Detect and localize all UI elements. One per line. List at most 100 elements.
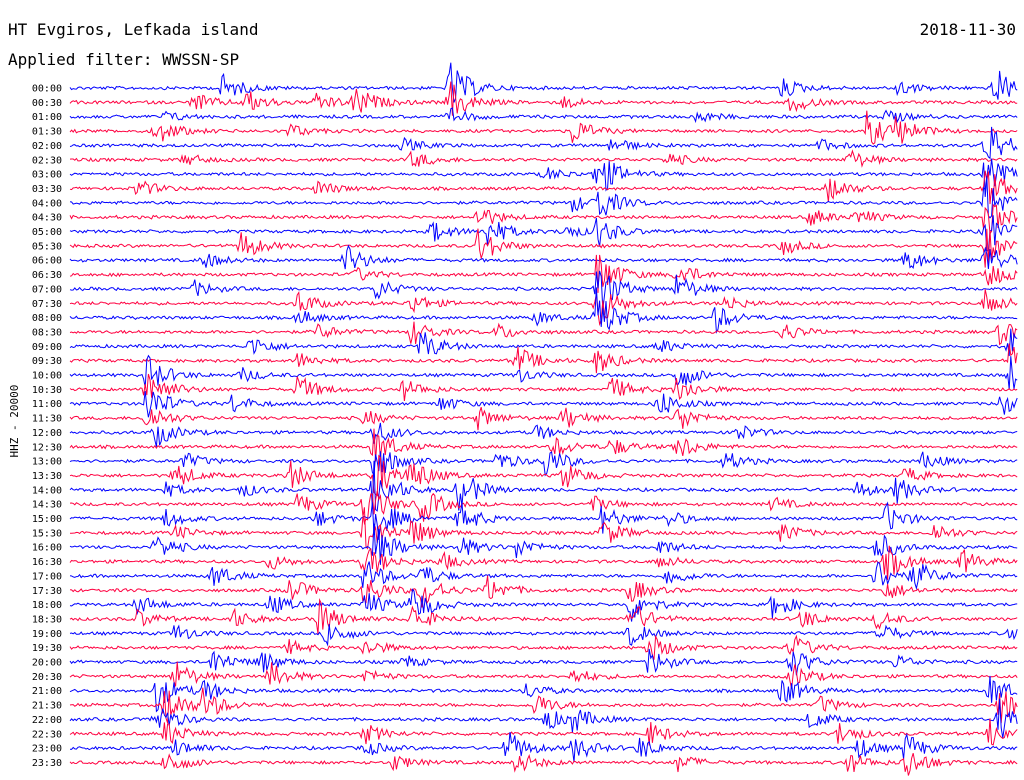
trace-0600 — [69, 244, 1018, 270]
time-label-1630: 16:30 — [32, 557, 62, 568]
time-label-0300: 03:00 — [32, 170, 62, 181]
trace-0900 — [69, 328, 1018, 357]
trace-1330 — [69, 454, 1018, 497]
time-label-0400: 04:00 — [32, 198, 62, 209]
trace-2300 — [69, 732, 1018, 763]
trace-0700 — [69, 270, 1018, 310]
trace-2130 — [69, 687, 1018, 724]
time-label-1200: 12:00 — [32, 428, 62, 439]
time-label-0600: 06:00 — [32, 256, 62, 267]
time-label-1730: 17:30 — [32, 586, 62, 597]
trace-1700 — [69, 561, 1018, 591]
time-label-1430: 14:30 — [32, 500, 62, 511]
time-label-0030: 00:30 — [32, 98, 62, 109]
time-label-1800: 18:00 — [32, 600, 62, 611]
time-label-0530: 05:30 — [32, 241, 62, 252]
trace-0300 — [69, 158, 1018, 197]
time-label-1030: 10:30 — [32, 385, 62, 396]
trace-2230 — [69, 718, 1018, 746]
station-title: HT Evgiros, Lefkada island — [8, 20, 259, 39]
trace-0630 — [69, 254, 1018, 293]
filter-label: Applied filter: WWSSN-SP — [8, 50, 240, 69]
trace-1730 — [69, 575, 1018, 608]
trace-1600 — [69, 523, 1018, 565]
trace-1900 — [69, 623, 1018, 647]
time-label-1000: 10:00 — [32, 371, 62, 382]
trace-0430 — [69, 203, 1018, 236]
time-label-0200: 02:00 — [32, 141, 62, 152]
trace-0030 — [69, 81, 1018, 116]
trace-2030 — [69, 661, 1018, 690]
trace-1000 — [69, 354, 1018, 390]
time-label-0930: 09:30 — [32, 356, 62, 367]
time-label-2200: 22:00 — [32, 715, 62, 726]
time-label-2330: 23:30 — [32, 758, 62, 769]
time-label-2130: 21:30 — [32, 701, 62, 712]
time-label-2030: 20:30 — [32, 672, 62, 683]
trace-1300 — [69, 451, 1018, 477]
time-label-1530: 15:30 — [32, 528, 62, 539]
trace-1530 — [69, 507, 1018, 550]
trace-1100 — [69, 390, 1018, 418]
trace-0530 — [69, 228, 1018, 268]
time-label-0430: 04:30 — [32, 213, 62, 224]
trace-0830 — [69, 321, 1018, 346]
trace-1830 — [69, 597, 1018, 635]
trace-1200 — [69, 422, 1018, 447]
time-label-2230: 22:30 — [32, 729, 62, 740]
time-label-0630: 06:30 — [32, 270, 62, 281]
time-label-1600: 16:00 — [32, 543, 62, 554]
time-label-1100: 11:00 — [32, 399, 62, 410]
trace-0000 — [69, 62, 1018, 103]
time-label-0330: 03:30 — [32, 184, 62, 195]
trace-0200 — [69, 126, 1018, 160]
time-label-1330: 13:30 — [32, 471, 62, 482]
trace-1030 — [69, 373, 1018, 402]
time-label-1130: 11:30 — [32, 414, 62, 425]
trace-1500 — [69, 501, 1018, 541]
trace-2000 — [69, 648, 1018, 676]
trace-1930 — [69, 634, 1018, 660]
trace-1630 — [69, 545, 1018, 581]
trace-1230 — [69, 428, 1018, 462]
trace-0400 — [69, 175, 1018, 219]
time-label-0100: 01:00 — [32, 112, 62, 123]
trace-0800 — [69, 287, 1018, 334]
trace-0930 — [69, 343, 1018, 374]
trace-0330 — [69, 170, 1018, 205]
time-label-2300: 23:00 — [32, 744, 62, 755]
time-label-2100: 21:00 — [32, 686, 62, 697]
time-label-1930: 19:30 — [32, 643, 62, 654]
time-label-1300: 13:00 — [32, 457, 62, 468]
time-label-1400: 14:00 — [32, 485, 62, 496]
trace-2100 — [69, 675, 1018, 713]
trace-0500 — [69, 215, 1018, 252]
time-label-1230: 12:30 — [32, 442, 62, 453]
time-label-1830: 18:30 — [32, 614, 62, 625]
time-label-1500: 15:00 — [32, 514, 62, 525]
time-label-0230: 02:30 — [32, 155, 62, 166]
trace-0130 — [69, 110, 1018, 145]
trace-1430 — [69, 490, 1018, 525]
time-label-0000: 00:00 — [32, 84, 62, 95]
trace-2200 — [69, 698, 1018, 739]
trace-0100 — [69, 107, 1018, 124]
time-label-0700: 07:00 — [32, 284, 62, 295]
trace-1130 — [69, 407, 1018, 431]
time-label-0800: 08:00 — [32, 313, 62, 324]
trace-1800 — [69, 588, 1018, 622]
time-label-0900: 09:00 — [32, 342, 62, 353]
trace-2330 — [69, 753, 1018, 776]
trace-0730 — [69, 289, 1018, 327]
time-label-0130: 01:30 — [32, 127, 62, 138]
time-label-2000: 20:00 — [32, 658, 62, 669]
time-label-1900: 19:00 — [32, 629, 62, 640]
time-label-0730: 07:30 — [32, 299, 62, 310]
time-label-0500: 05:00 — [32, 227, 62, 238]
trace-1400 — [69, 460, 1018, 512]
trace-0230 — [69, 149, 1018, 168]
time-label-0830: 08:30 — [32, 327, 62, 338]
time-label-1700: 17:00 — [32, 571, 62, 582]
date-label: 2018-11-30 — [919, 20, 1016, 39]
